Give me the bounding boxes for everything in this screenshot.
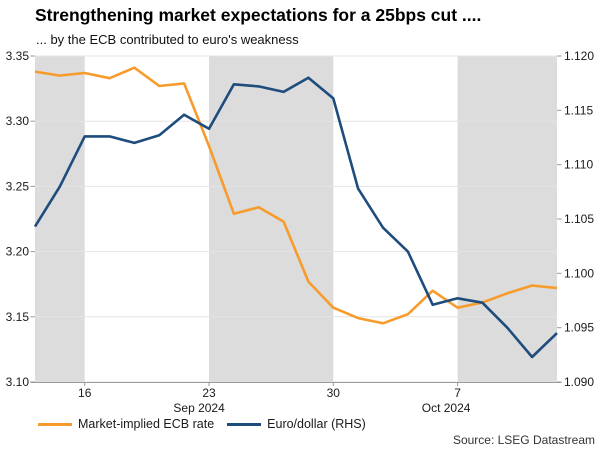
left-axis-label: 3.25 (6, 179, 30, 193)
ecb-rate-line-swatch (38, 422, 72, 426)
x-axis-label: 30 (327, 386, 341, 400)
source-note: Source: LSEG Datastream (452, 433, 595, 447)
right-axis-label: 1.110 (564, 158, 593, 172)
chart-subtitle: ... by the ECB contributed to euro's wea… (36, 32, 299, 47)
alt-week-band (457, 56, 557, 382)
right-axis-label: 1.100 (564, 266, 594, 280)
legend: Market-implied ECB rate Euro/dollar (RHS… (38, 417, 366, 431)
eurusd-line-swatch (227, 422, 262, 426)
ecb-rate-line (34, 66, 558, 325)
month-label: Sep 2024 (173, 401, 225, 415)
left-axis-label: 3.15 (6, 310, 30, 324)
legend-item-eurusd: Euro/dollar (RHS) (227, 417, 366, 431)
x-axis-label: 16 (78, 386, 92, 400)
month-label: Oct 2024 (422, 401, 471, 415)
right-axis-label: 1.115 (564, 103, 593, 117)
x-axis-label: 7 (454, 386, 461, 400)
alt-week-band (209, 56, 334, 382)
x-axis-label: 23 (202, 386, 216, 400)
right-axis-label: 1.120 (564, 49, 594, 63)
legend-item-ecb-rate: Market-implied ECB rate (38, 417, 214, 431)
left-axis-label: 3.20 (6, 245, 30, 259)
left-axis-label: 3.35 (6, 49, 30, 63)
right-axis-label: 1.095 (564, 321, 594, 335)
right-axis-label: 1.105 (564, 212, 594, 226)
left-axis-label: 3.30 (6, 114, 30, 128)
chart-title: Strengthening market expectations for a … (35, 5, 482, 25)
left-axis-label: 3.10 (6, 375, 30, 389)
legend-label-ecb-rate: Market-implied ECB rate (78, 417, 215, 431)
legend-label-eurusd: Euro/dollar (RHS) (267, 417, 366, 431)
right-axis-label: 1.090 (564, 375, 594, 389)
eurusd-line (33, 76, 558, 359)
alt-week-band (35, 56, 85, 382)
